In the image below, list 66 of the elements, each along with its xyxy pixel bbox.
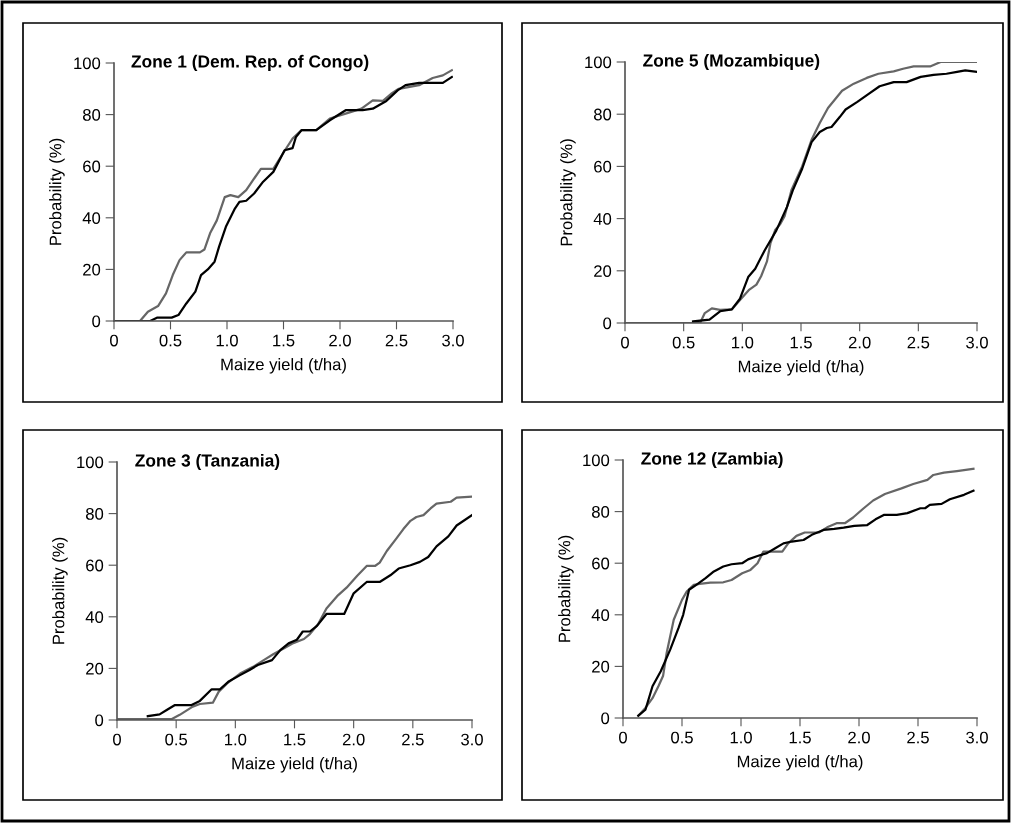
x-tick-label: 0.5	[671, 731, 693, 744]
x-axis-title: Maize yield (t/ha)	[737, 755, 863, 771]
x-tick-label: 3.0	[966, 336, 988, 349]
x-tick-label: 0.5	[159, 334, 182, 347]
x-tick-label: 1.0	[730, 731, 752, 744]
x-tick-label: 2.0	[848, 336, 871, 349]
x-tick-label: 2.5	[402, 733, 424, 746]
x-tick-label: 2.5	[907, 731, 929, 744]
x-tick-label: 1.5	[789, 731, 811, 744]
y-tick-label: 60	[592, 557, 610, 570]
x-tick-label: 0	[113, 733, 121, 746]
x-tick-label: 0	[110, 334, 118, 347]
y-axis-title: Probability (%)	[560, 139, 576, 246]
x-tick-label: 3.0	[966, 731, 988, 744]
y-tick-label: 60	[83, 160, 101, 173]
x-tick-label: 0.5	[165, 733, 188, 746]
y-tick-label: 40	[591, 609, 610, 621]
x-tick-label: 2.5	[385, 334, 408, 347]
chart-title: Zone 1 (Dem. Rep. of Congo)	[131, 54, 369, 72]
y-tick-label: 60	[86, 559, 104, 572]
x-tick-label: 3.0	[461, 733, 483, 746]
x-axis-title: Maize yield (t/ha)	[738, 360, 864, 376]
y-axis-title: Probability (%)	[52, 537, 68, 644]
x-tick-label: 1.0	[732, 336, 754, 349]
y-tick-label: 20	[86, 662, 104, 675]
x-tick-label: 1.5	[790, 336, 812, 349]
y-tick-label: 100	[74, 57, 101, 70]
y-tick-label: 20	[83, 263, 101, 276]
x-tick-label: 0.5	[672, 336, 695, 349]
y-tick-label: 60	[594, 160, 612, 173]
x-axis-title: Maize yield (t/ha)	[232, 757, 357, 773]
y-tick-label: 100	[77, 456, 104, 469]
y-tick-label: 80	[593, 108, 612, 121]
y-tick-label: 80	[591, 506, 610, 518]
y-tick-label: 40	[82, 212, 101, 224]
chart-title: Zone 3 (Tanzania)	[135, 453, 280, 471]
y-axis-title: Probability (%)	[558, 535, 574, 642]
x-tick-label: 0	[621, 336, 629, 349]
x-tick-label: 0	[619, 731, 627, 744]
y-tick-label: 80	[85, 508, 104, 520]
y-tick-label: 100	[585, 56, 612, 69]
y-axis-title: Probability (%)	[49, 138, 65, 245]
chart-title: Zone 5 (Mozambique)	[643, 53, 820, 71]
y-tick-label: 40	[593, 213, 612, 225]
y-tick-label: 80	[82, 109, 101, 121]
y-tick-label: 20	[592, 660, 610, 673]
y-tick-label: 40	[85, 611, 104, 623]
line-series	[146, 514, 472, 718]
y-tick-label: 0	[92, 315, 101, 328]
x-tick-label: 2.0	[342, 733, 365, 746]
x-tick-label: 2.5	[907, 336, 930, 349]
y-tick-label: 20	[594, 265, 612, 277]
x-tick-label: 1.0	[225, 733, 247, 746]
x-tick-label: 2.0	[848, 731, 870, 744]
x-tick-label: 3.0	[442, 334, 464, 347]
x-tick-label: 2.0	[329, 334, 351, 347]
y-tick-label: 0	[601, 712, 610, 725]
chart-title: Zone 12 (Zambia)	[641, 451, 783, 469]
x-axis-title: Maize yield (t/ha)	[221, 358, 346, 374]
y-tick-label: 0	[603, 317, 612, 330]
x-tick-label: 1.5	[273, 334, 295, 347]
x-tick-label: 1.0	[216, 334, 238, 347]
x-tick-label: 1.5	[284, 733, 306, 746]
y-tick-label: 100	[583, 454, 610, 467]
y-tick-label: 0	[95, 714, 104, 727]
line-series	[691, 69, 977, 323]
